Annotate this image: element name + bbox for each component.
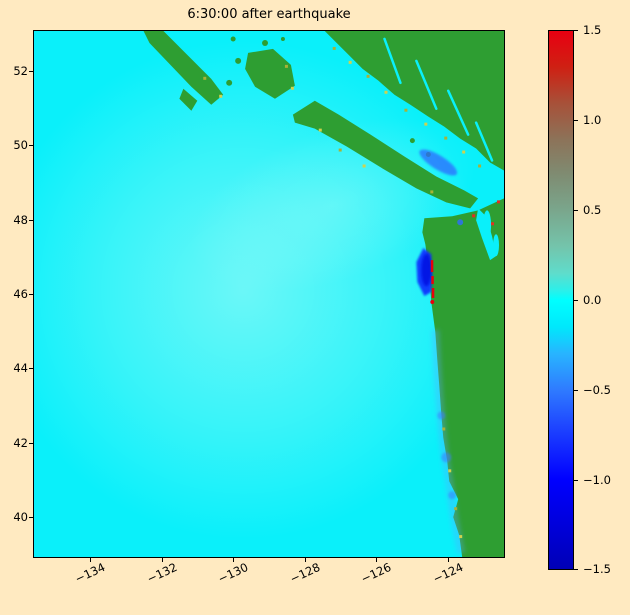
x-tick-label: −130 — [215, 559, 251, 587]
tick-mark — [574, 30, 578, 31]
colorbar-tick-label: −0.5 — [583, 383, 611, 397]
coastal-speckles — [203, 46, 501, 539]
tick-mark — [29, 443, 33, 444]
tick-mark — [574, 120, 578, 121]
puget-sound — [476, 208, 500, 261]
tick-mark — [448, 558, 449, 562]
land-vancouver-island — [292, 100, 479, 209]
tick-mark — [29, 517, 33, 518]
x-tick-label: −132 — [144, 559, 180, 587]
y-tick-label: 44 — [13, 361, 28, 375]
tick-mark — [29, 368, 33, 369]
y-tick-label: 50 — [13, 138, 28, 152]
fjord-inlets — [383, 37, 494, 162]
tick-mark — [574, 390, 578, 391]
tick-mark — [29, 71, 33, 72]
tick-mark — [162, 558, 163, 562]
x-tick-label: −124 — [430, 559, 466, 587]
land-haida-gwaii — [143, 31, 285, 111]
map-canvas — [34, 31, 504, 557]
tick-mark — [376, 558, 377, 562]
tick-mark — [233, 558, 234, 562]
south-coast-blue-band — [431, 329, 466, 554]
colorbar-tick-label: −1.5 — [583, 562, 611, 576]
plot-title: 6:30:00 after earthquake — [187, 7, 351, 22]
y-tick-label: 40 — [13, 510, 28, 524]
coastal-crest-marks — [430, 260, 435, 304]
colorbar-tick-label: 1.0 — [583, 113, 602, 127]
y-tick-label: 46 — [13, 287, 28, 301]
y-tick-label: 52 — [13, 64, 28, 78]
tick-mark — [574, 569, 578, 570]
colorbar-tick-label: 1.5 — [583, 23, 602, 37]
juan-de-fuca-blue-speck — [457, 219, 464, 226]
tick-mark — [29, 294, 33, 295]
land-bc-coastal-islands — [226, 48, 295, 99]
tick-mark — [574, 300, 578, 301]
tick-mark — [574, 480, 578, 481]
tick-mark — [305, 558, 306, 562]
tick-mark — [90, 558, 91, 562]
coastal-trough-wave — [416, 248, 433, 296]
land-mainland-bc — [324, 31, 504, 171]
colorbar-tick-label: −1.0 — [583, 473, 611, 487]
x-tick-label: −128 — [287, 559, 323, 587]
tick-mark — [29, 220, 33, 221]
georgia-strait-blue-patch — [419, 149, 458, 176]
colorbar-gradient — [549, 31, 573, 569]
tick-mark — [29, 145, 33, 146]
colorbar-tick-label: 0.0 — [583, 293, 602, 307]
colorbar — [548, 30, 574, 570]
y-tick-label: 42 — [13, 436, 28, 450]
x-tick-label: −134 — [72, 559, 108, 587]
y-tick-label: 48 — [13, 213, 28, 227]
map-plot-area — [33, 30, 505, 558]
colorbar-tick-label: 0.5 — [583, 203, 602, 217]
x-tick-label: −126 — [358, 559, 394, 587]
land-us-mainland — [422, 198, 504, 557]
tick-mark — [574, 210, 578, 211]
